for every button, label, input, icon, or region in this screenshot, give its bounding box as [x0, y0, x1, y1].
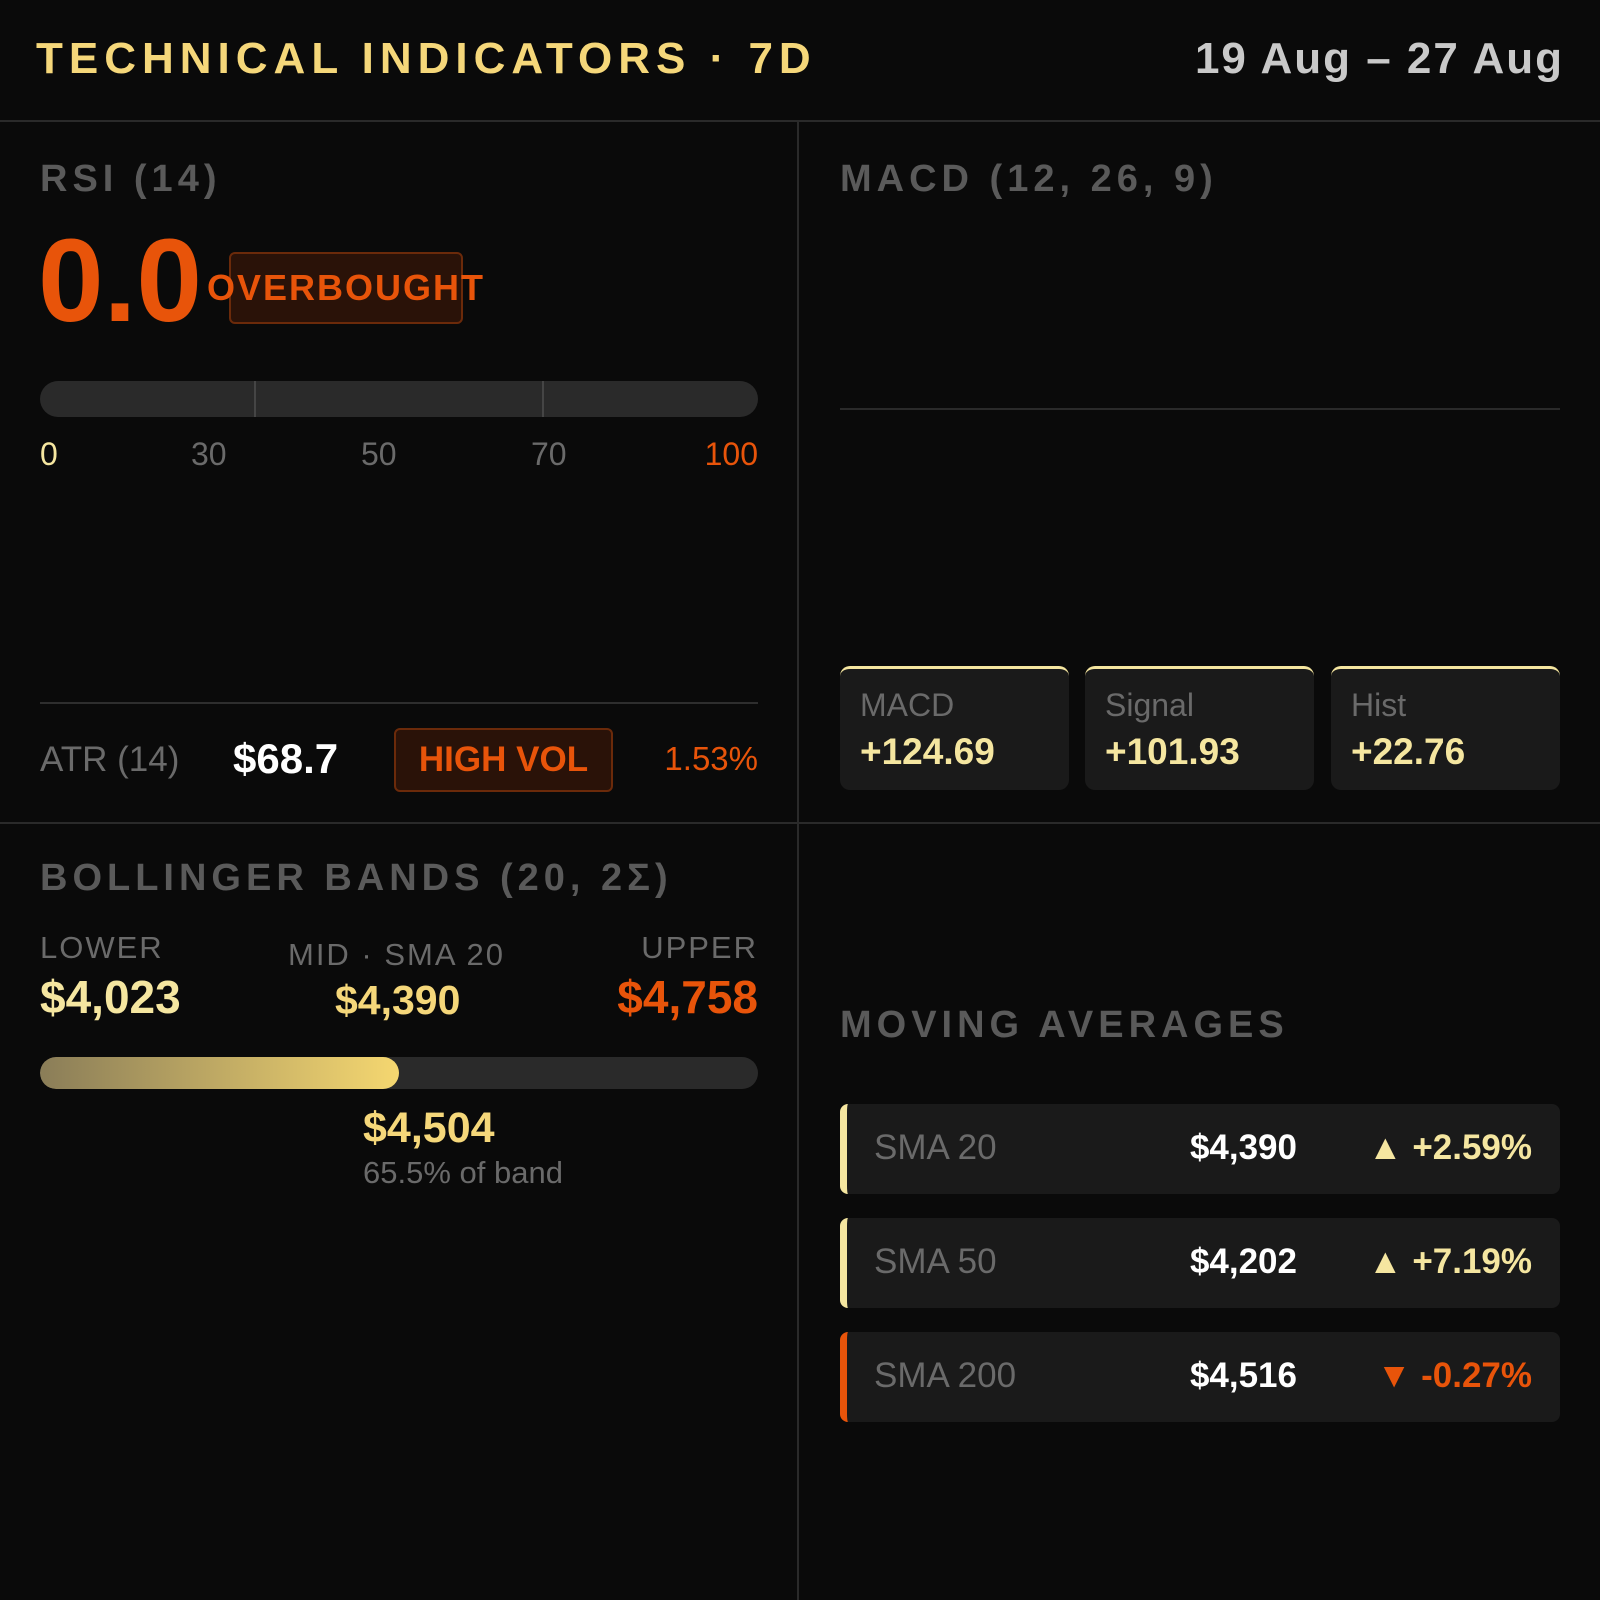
ma-name: SMA 20: [874, 1128, 997, 1167]
hist-card: Hist +22.76: [1331, 666, 1560, 790]
hist-card-value: +22.76: [1351, 731, 1466, 772]
bb-upper-label: UPPER: [641, 930, 758, 965]
rsi-scale-label: 0: [40, 436, 58, 472]
hist-card-label: Hist: [1351, 687, 1407, 723]
bb-mid-label: MID · SMA 20: [288, 937, 505, 972]
atr-label: ATR (14): [40, 740, 180, 779]
bb-current-price: $4,504: [363, 1104, 495, 1152]
atr-vol-badge: HIGH VOL: [394, 728, 613, 792]
bollinger-title: BOLLINGER BANDS (20, 2Σ): [40, 857, 673, 899]
bb-position-bar: [40, 1057, 758, 1089]
rsi-title: RSI (14): [40, 158, 222, 200]
header: TECHNICAL INDICATORS · 7D 19 Aug – 27 Au…: [0, 0, 1600, 122]
ma-name: SMA 50: [874, 1242, 997, 1281]
rsi-scale-label: 100: [704, 436, 758, 472]
horizontal-divider: [0, 822, 1600, 824]
macd-card-label: MACD: [860, 687, 955, 723]
bb-band-position: 65.5% of band: [363, 1155, 563, 1190]
bb-upper-value: $4,758: [617, 971, 758, 1023]
bb-lower-value: $4,023: [40, 971, 181, 1023]
atr-separator: [40, 702, 758, 704]
signal-card: Signal +101.93: [1085, 666, 1314, 790]
ma-row-sma200: SMA 200 $4,516 ▼ -0.27%: [840, 1332, 1560, 1422]
macd-card: MACD +124.69: [840, 666, 1069, 790]
ma-price: $4,390: [1189, 1128, 1297, 1167]
rsi-tick-30: [254, 381, 256, 417]
atr-value: $68.7: [233, 735, 339, 782]
rsi-scale-label: 70: [531, 436, 567, 472]
macd-card-value: +124.69: [860, 731, 995, 772]
page-title: TECHNICAL INDICATORS · 7D: [36, 34, 817, 83]
bb-position-fill: [40, 1057, 399, 1089]
rsi-scale-label: 50: [361, 436, 397, 472]
ma-title: MOVING AVERAGES: [840, 1004, 1289, 1046]
rsi-gauge: [40, 381, 758, 417]
rsi-tick-70: [542, 381, 544, 417]
macd-zero-line: [840, 408, 1560, 410]
ma-price: $4,202: [1189, 1242, 1297, 1281]
rsi-value: 0.0: [38, 215, 203, 347]
ma-name: SMA 200: [874, 1356, 1017, 1395]
ma-change: ▼ -0.27%: [1376, 1356, 1532, 1395]
rsi-scale-label: 30: [191, 436, 227, 472]
ma-change: ▲ +2.59%: [1367, 1128, 1532, 1167]
date-range: 19 Aug – 27 Aug: [1194, 34, 1564, 83]
ma-row-sma20: SMA 20 $4,390 ▲ +2.59%: [840, 1104, 1560, 1194]
ma-price: $4,516: [1189, 1356, 1297, 1395]
bb-lower-label: LOWER: [40, 930, 164, 965]
rsi-status-badge: OVERBOUGHT: [207, 252, 483, 324]
ma-row-sma50: SMA 50 $4,202 ▲ +7.19%: [840, 1218, 1560, 1308]
signal-card-value: +101.93: [1105, 731, 1240, 772]
bb-mid-value: $4,390: [335, 977, 461, 1023]
signal-card-label: Signal: [1105, 687, 1194, 723]
macd-title: MACD (12, 26, 9): [840, 158, 1218, 200]
atr-percent: 1.53%: [664, 740, 758, 777]
vertical-divider: [797, 122, 799, 1600]
ma-change: ▲ +7.19%: [1367, 1242, 1532, 1281]
